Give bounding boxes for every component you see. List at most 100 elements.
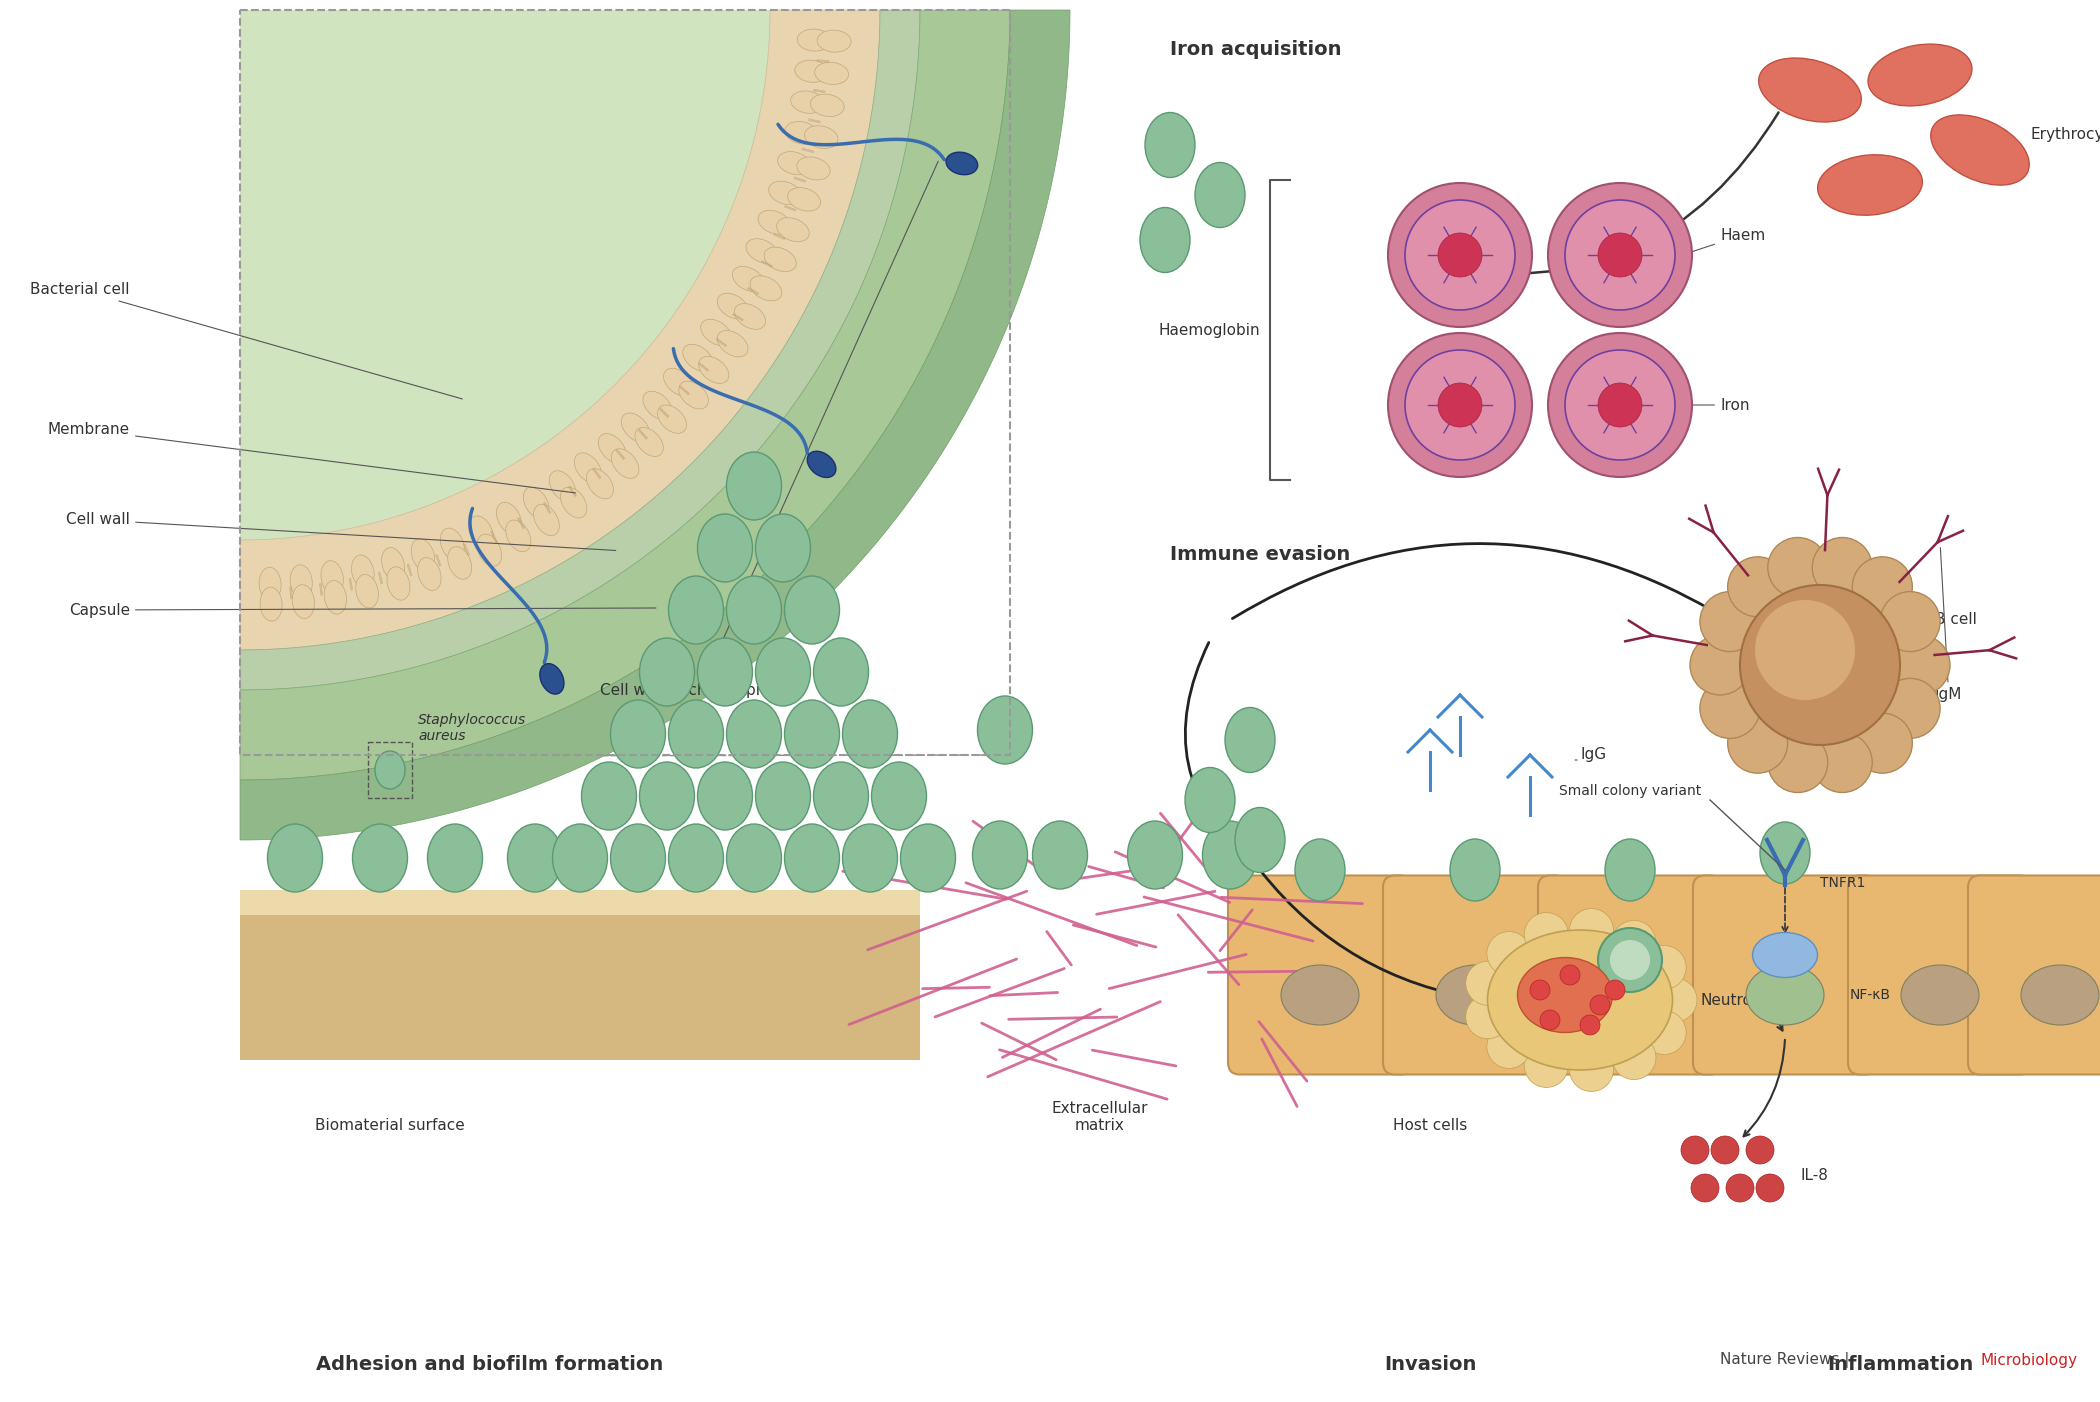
Text: Bacterial cell: Bacterial cell — [32, 282, 462, 400]
Ellipse shape — [697, 763, 752, 830]
Ellipse shape — [496, 502, 521, 534]
Ellipse shape — [1604, 838, 1655, 901]
Ellipse shape — [376, 751, 405, 789]
Ellipse shape — [561, 488, 586, 517]
Ellipse shape — [267, 824, 323, 892]
FancyBboxPatch shape — [1968, 875, 2100, 1074]
Text: Iron acquisition: Iron acquisition — [1170, 41, 1342, 59]
Ellipse shape — [817, 29, 850, 52]
Ellipse shape — [735, 304, 766, 329]
Text: Microbiology: Microbiology — [1980, 1353, 2077, 1367]
Text: Immune evasion: Immune evasion — [1170, 545, 1350, 564]
Polygon shape — [239, 10, 880, 651]
Ellipse shape — [794, 60, 830, 83]
Polygon shape — [239, 10, 1010, 780]
Circle shape — [1564, 350, 1676, 460]
Circle shape — [1604, 980, 1625, 1000]
Circle shape — [1680, 1136, 1709, 1164]
Ellipse shape — [1436, 965, 1514, 1025]
Circle shape — [1405, 200, 1514, 310]
Ellipse shape — [657, 405, 687, 433]
Text: Extracellular
matrix: Extracellular matrix — [1052, 1101, 1149, 1133]
Ellipse shape — [718, 293, 748, 320]
FancyBboxPatch shape — [1693, 875, 1877, 1074]
Ellipse shape — [718, 331, 748, 358]
Ellipse shape — [1592, 965, 1670, 1025]
Ellipse shape — [508, 824, 563, 892]
Ellipse shape — [756, 515, 811, 582]
Ellipse shape — [447, 547, 473, 579]
Ellipse shape — [811, 94, 844, 116]
Ellipse shape — [523, 488, 548, 519]
FancyBboxPatch shape — [1384, 875, 1567, 1074]
Ellipse shape — [1930, 115, 2029, 185]
Circle shape — [1690, 1173, 1720, 1202]
Ellipse shape — [682, 345, 714, 372]
Circle shape — [1642, 945, 1686, 990]
Circle shape — [1890, 635, 1951, 695]
Text: Membrane: Membrane — [48, 422, 575, 494]
Ellipse shape — [901, 824, 956, 892]
Ellipse shape — [1140, 207, 1191, 272]
Circle shape — [1741, 585, 1900, 744]
Circle shape — [1388, 184, 1533, 327]
Ellipse shape — [746, 238, 779, 264]
Text: Iron: Iron — [1623, 398, 1749, 412]
Text: Haemoglobin: Haemoglobin — [1159, 322, 1260, 338]
Ellipse shape — [699, 356, 729, 383]
Ellipse shape — [1487, 930, 1672, 1070]
Circle shape — [1598, 928, 1661, 993]
Ellipse shape — [727, 451, 781, 520]
Text: IL-8: IL-8 — [1800, 1168, 1827, 1182]
Ellipse shape — [842, 700, 897, 768]
Ellipse shape — [788, 188, 821, 212]
Ellipse shape — [412, 538, 435, 572]
Bar — [239, 10, 1010, 756]
Circle shape — [1728, 714, 1787, 773]
Text: IgG: IgG — [1579, 747, 1606, 763]
Ellipse shape — [1144, 112, 1195, 178]
Circle shape — [1812, 732, 1873, 792]
Text: Small colony variant: Small colony variant — [1558, 784, 1701, 798]
Circle shape — [1569, 1047, 1613, 1092]
Text: IgM: IgM — [1934, 548, 1961, 702]
Ellipse shape — [813, 638, 869, 707]
Bar — [239, 890, 920, 1060]
Circle shape — [1564, 200, 1676, 310]
Ellipse shape — [1760, 822, 1810, 885]
Ellipse shape — [540, 663, 565, 694]
Circle shape — [1653, 979, 1697, 1022]
Ellipse shape — [1758, 57, 1861, 122]
Circle shape — [1531, 980, 1550, 1000]
Ellipse shape — [260, 587, 281, 621]
Circle shape — [1699, 592, 1760, 652]
Text: Staphylococcus
aureus: Staphylococcus aureus — [418, 712, 527, 743]
Circle shape — [1712, 1136, 1739, 1164]
Ellipse shape — [2020, 965, 2100, 1025]
Ellipse shape — [697, 515, 752, 582]
Text: Inflammation: Inflammation — [1827, 1354, 1974, 1374]
Text: Host cells: Host cells — [1392, 1117, 1468, 1133]
Circle shape — [1880, 592, 1940, 652]
Ellipse shape — [796, 157, 830, 179]
Ellipse shape — [764, 247, 796, 272]
Text: Cell wall: Cell wall — [65, 513, 615, 551]
Circle shape — [1438, 383, 1483, 428]
Ellipse shape — [643, 391, 672, 419]
Ellipse shape — [701, 320, 731, 346]
Bar — [239, 890, 920, 916]
Circle shape — [1388, 334, 1533, 477]
Ellipse shape — [697, 638, 752, 707]
Ellipse shape — [477, 534, 502, 566]
Bar — [368, 742, 412, 798]
Circle shape — [1598, 233, 1642, 278]
Ellipse shape — [468, 516, 494, 548]
Ellipse shape — [351, 555, 374, 589]
Ellipse shape — [1128, 822, 1182, 889]
Text: TNFR1: TNFR1 — [1821, 876, 1865, 890]
Ellipse shape — [506, 520, 531, 552]
Ellipse shape — [1224, 708, 1275, 773]
Ellipse shape — [798, 29, 832, 50]
Ellipse shape — [806, 451, 836, 478]
Ellipse shape — [678, 381, 708, 409]
